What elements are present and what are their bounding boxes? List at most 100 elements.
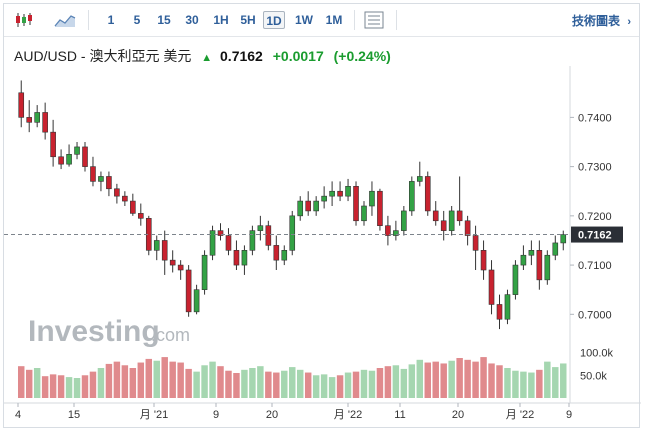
indicators-icon[interactable] bbox=[364, 11, 384, 34]
last-price: 0.7162 bbox=[220, 48, 263, 64]
investing-logo: Investing bbox=[28, 315, 160, 348]
interval-button-1w[interactable]: 1W bbox=[295, 13, 313, 27]
volume-bar bbox=[432, 361, 439, 398]
volume-tick-label: 100.0k bbox=[580, 348, 614, 360]
toolbar-divider bbox=[354, 10, 355, 30]
volume-bar bbox=[480, 357, 487, 398]
candle-body bbox=[456, 210, 463, 222]
candle-body bbox=[130, 200, 136, 214]
area-chart-icon[interactable] bbox=[54, 12, 76, 33]
candle-body bbox=[472, 235, 479, 251]
interval-button-1[interactable]: 1 bbox=[107, 13, 115, 27]
volume-bar bbox=[448, 360, 455, 398]
volume-bar bbox=[73, 378, 81, 398]
candle-body bbox=[217, 230, 224, 236]
price-tick-label: 0.7000 bbox=[578, 309, 612, 321]
volume-bar bbox=[336, 375, 344, 398]
time-tick-label: 9 bbox=[213, 409, 219, 421]
time-tick-label: 月 '21 bbox=[140, 409, 168, 421]
candle-body bbox=[201, 254, 208, 290]
interval-button-5[interactable]: 5 bbox=[133, 13, 141, 27]
volume-bar bbox=[560, 363, 567, 398]
volume-bar bbox=[217, 366, 224, 398]
volume-bar bbox=[320, 374, 328, 398]
toolbar-divider bbox=[396, 10, 397, 30]
candle-body bbox=[520, 254, 527, 266]
volume-bar bbox=[496, 365, 503, 398]
candle-body bbox=[249, 230, 256, 251]
candle-body bbox=[528, 250, 535, 256]
volume-bar bbox=[161, 357, 168, 398]
candle-body bbox=[161, 240, 168, 261]
interval-button-5h[interactable]: 5H bbox=[240, 13, 256, 27]
current-price-label: 0.7162 bbox=[578, 230, 612, 242]
candle-body bbox=[552, 242, 559, 256]
price-tick-label: 0.7300 bbox=[578, 162, 612, 174]
candle-body bbox=[345, 186, 351, 197]
candle-body bbox=[512, 264, 519, 295]
volume-bar bbox=[488, 363, 495, 398]
candlestick-chart-icon[interactable] bbox=[14, 12, 34, 33]
candle-body bbox=[377, 190, 383, 226]
candle-body bbox=[416, 176, 423, 182]
volume-bar bbox=[408, 364, 416, 398]
candle-body bbox=[337, 190, 343, 197]
candle-body bbox=[385, 225, 391, 236]
candle-body bbox=[225, 235, 232, 251]
time-tick-label: 15 bbox=[68, 409, 80, 421]
chart-widget: 1 5 15 30 1H 5H 1D 1W 1M 技術圖表 › AUD/USD - 澳大利亞元 … bbox=[3, 3, 641, 428]
volume-bar bbox=[281, 370, 288, 398]
candle-body bbox=[42, 112, 48, 133]
candle-body bbox=[329, 190, 335, 197]
volume-bar bbox=[472, 361, 479, 398]
chevron-right-icon: › bbox=[627, 16, 631, 28]
candle-body bbox=[313, 200, 319, 212]
candle-body bbox=[177, 264, 184, 271]
candle-body bbox=[393, 230, 399, 236]
toolbar: 1 5 15 30 1H 5H 1D 1W 1M 技術圖表 › bbox=[4, 4, 639, 37]
volume-bar bbox=[344, 372, 352, 398]
time-tick-label: 20 bbox=[266, 409, 278, 421]
price-chart[interactable]: 0.7400 0.7300 0.7200 0.7100 0.7000 Investing.… bbox=[4, 66, 641, 426]
volume-bar bbox=[440, 363, 447, 398]
time-tick-label: 4 bbox=[15, 409, 21, 421]
interval-button-1d[interactable]: 1D bbox=[263, 11, 285, 29]
volume-bar bbox=[257, 366, 264, 398]
candle-body bbox=[66, 154, 72, 165]
volume-bar bbox=[416, 359, 424, 398]
volume-bar bbox=[49, 374, 57, 398]
volume-bar bbox=[233, 373, 240, 398]
candle-body bbox=[26, 117, 33, 123]
volume-bar bbox=[304, 372, 312, 398]
interval-button-1m[interactable]: 1M bbox=[325, 13, 343, 27]
interval-button-1h[interactable]: 1H bbox=[213, 13, 229, 27]
candle-body bbox=[297, 200, 304, 217]
candle-body bbox=[58, 156, 64, 165]
volume-tick-label: 50.0k bbox=[580, 370, 607, 382]
candle-body bbox=[265, 225, 272, 246]
candle-body bbox=[257, 225, 264, 231]
technical-chart-link[interactable]: 技術圖表 › bbox=[572, 12, 631, 29]
volume-bar bbox=[273, 372, 280, 398]
volume-bar bbox=[544, 361, 551, 398]
interval-button-30[interactable]: 30 bbox=[185, 13, 199, 27]
candle-body bbox=[98, 176, 104, 182]
quote-header: AUD/USD - 澳大利亞元 美元 ▲ 0.7162 +0.0017 (+0.… bbox=[14, 46, 391, 66]
volume-bar bbox=[169, 361, 176, 398]
candle-body bbox=[193, 289, 200, 313]
candle-body bbox=[544, 254, 551, 281]
interval-button-15[interactable]: 15 bbox=[157, 13, 171, 27]
volume-bar bbox=[400, 368, 408, 398]
candle-body bbox=[305, 200, 311, 212]
current-price-tag bbox=[571, 226, 623, 243]
pair-name: AUD/USD - 澳大利亞元 美元 bbox=[14, 48, 192, 64]
volume-bar bbox=[528, 372, 535, 398]
volume-bar bbox=[504, 368, 511, 398]
candle-body bbox=[185, 269, 192, 313]
candle-body bbox=[169, 259, 176, 266]
candle-body bbox=[273, 245, 280, 261]
time-tick-label: 月 '22 bbox=[334, 409, 362, 421]
investing-logo-suffix: .com bbox=[151, 325, 190, 345]
volume-bar bbox=[312, 375, 320, 398]
volume-bar bbox=[392, 365, 400, 398]
